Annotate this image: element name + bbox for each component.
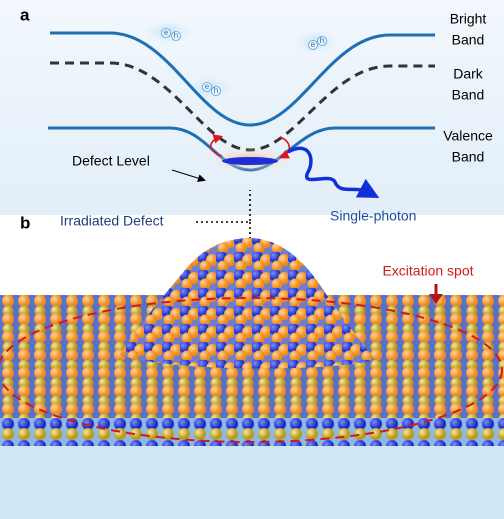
panel-label: b <box>20 213 30 232</box>
substrate <box>0 440 504 519</box>
panel-label: a <box>20 5 30 24</box>
band-label: Valence <box>443 128 493 144</box>
exciton-electron: e <box>205 82 210 91</box>
emission-label: Single-photon <box>330 208 416 224</box>
band-label: Band <box>452 32 485 48</box>
figure: a e h e h e h Bright Band Dark Band Vale… <box>0 0 504 519</box>
band-label: Dark <box>453 66 484 82</box>
excitation-spot-label: Excitation spot <box>382 263 473 279</box>
irradiated-defect-label: Irradiated Defect <box>60 213 164 229</box>
exciton-hole: h <box>174 31 178 40</box>
band-label: Band <box>452 87 485 103</box>
exciton-electron: e <box>311 40 316 49</box>
band-label: Band <box>452 149 485 165</box>
exciton-hole: h <box>320 36 324 45</box>
band-label: Bright <box>450 11 487 27</box>
exciton-electron: e <box>164 28 169 37</box>
defect-level-label: Defect Level <box>72 153 150 169</box>
exciton-hole: h <box>214 86 218 95</box>
defect-level <box>222 157 278 165</box>
